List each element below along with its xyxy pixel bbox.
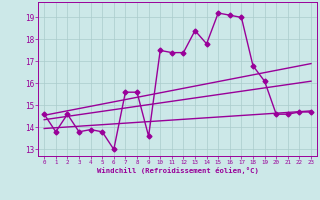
X-axis label: Windchill (Refroidissement éolien,°C): Windchill (Refroidissement éolien,°C)	[97, 167, 259, 174]
